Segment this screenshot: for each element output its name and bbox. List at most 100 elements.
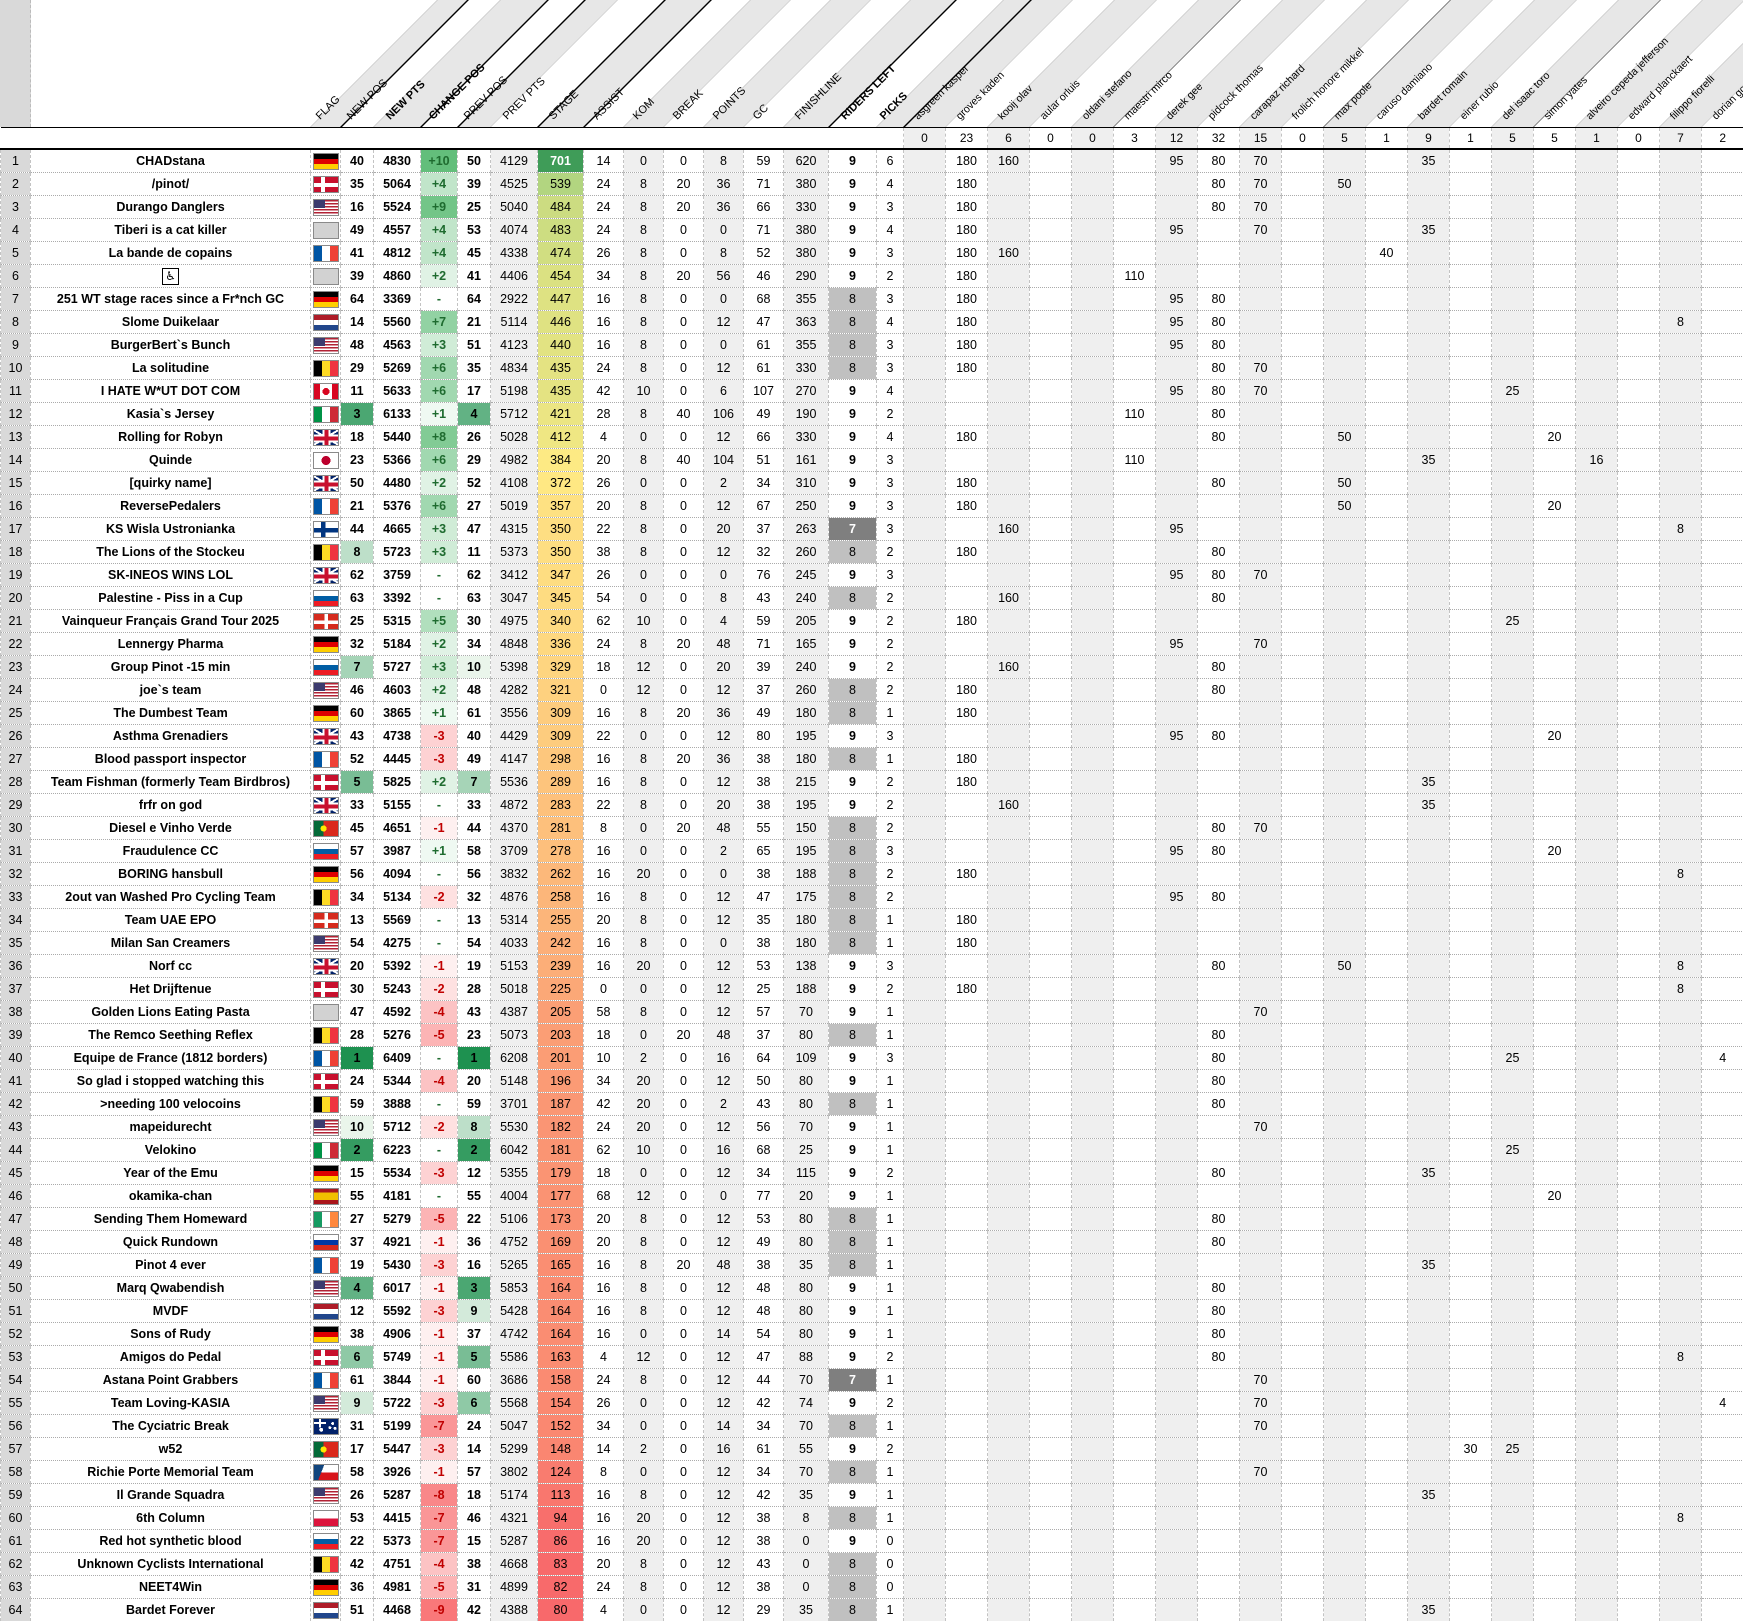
rider-points-fiorelli[interactable] [1659,793,1702,817]
rider-points-asgreen[interactable] [903,517,946,541]
rider-points-aular[interactable] [1029,494,1072,518]
rider-points-gee[interactable] [1155,816,1198,840]
flag-cell[interactable] [310,1322,341,1346]
rider-points-kooij[interactable] [987,632,1030,656]
rider-points-maestri[interactable] [1113,1184,1156,1208]
kom-pts[interactable]: 8 [623,241,664,265]
rider-points-caruso[interactable] [1365,1000,1408,1024]
rider-points-godon[interactable] [1701,448,1743,472]
rider-points-aular[interactable] [1029,1092,1072,1116]
rider-points-fiorelli[interactable] [1659,747,1702,771]
break-pts[interactable]: 0 [663,609,704,633]
rider-points-pidcock[interactable] [1197,1115,1240,1139]
break-pts[interactable]: 0 [663,1414,704,1438]
rider-points-carapaz[interactable] [1239,402,1282,426]
rider-points-poole[interactable] [1323,609,1366,633]
break-pts[interactable]: 0 [663,310,704,334]
rider-points-oldani[interactable] [1071,1023,1114,1047]
rider-points-deltoro[interactable] [1491,1529,1534,1553]
rider-points-groves[interactable] [945,1069,988,1093]
new-pts[interactable]: 5723 [373,540,421,564]
row-number[interactable]: 35 [0,931,31,955]
picks[interactable]: 3 [876,839,904,863]
rider-points-kooij[interactable] [987,1483,1030,1507]
prev-pts[interactable]: 3047 [490,586,538,610]
rider-points-rubio[interactable] [1449,1483,1492,1507]
rider-points-poole[interactable] [1323,1414,1366,1438]
gc-pts[interactable]: 35 [743,908,784,932]
change-pos[interactable]: -1 [420,1230,458,1254]
pts-pts[interactable]: 12 [703,425,744,449]
prev-pts[interactable]: 5153 [490,954,538,978]
rider-points-oldani[interactable] [1071,1276,1114,1300]
pts-pts[interactable]: 12 [703,724,744,748]
break-pts[interactable]: 0 [663,1138,704,1162]
kom-pts[interactable]: 8 [623,218,664,242]
rider-points-yates[interactable] [1533,609,1576,633]
break-pts[interactable]: 20 [663,195,704,219]
rider-points-cepeda[interactable] [1575,1506,1618,1530]
pts-pts[interactable]: 12 [703,1506,744,1530]
rider-points-carapaz[interactable] [1239,1092,1282,1116]
new-pts[interactable]: 5569 [373,908,421,932]
team-name[interactable]: Astana Point Grabbers [30,1368,311,1392]
new-pts[interactable]: 5712 [373,1115,421,1139]
new-pos[interactable]: 6 [340,1345,374,1369]
rider-points-asgreen[interactable] [903,931,946,955]
row-number[interactable]: 53 [0,1345,31,1369]
gc-pts[interactable]: 38 [743,931,784,955]
rider-points-groves[interactable] [945,1230,988,1254]
new-pts[interactable]: 6133 [373,402,421,426]
assist-pts[interactable]: 24 [583,195,624,219]
new-pts[interactable]: 4906 [373,1322,421,1346]
picks[interactable]: 2 [876,678,904,702]
gc-pts[interactable]: 47 [743,310,784,334]
rider-count-groves[interactable]: 23 [945,127,988,150]
rider-points-aular[interactable] [1029,172,1072,196]
prev-pts[interactable]: 5299 [490,1437,538,1461]
rider-points-asgreen[interactable] [903,1000,946,1024]
rider-points-oldani[interactable] [1071,1092,1114,1116]
riders-left[interactable]: 8 [828,1598,877,1621]
rider-points-kooij[interactable] [987,1184,1030,1208]
change-pos[interactable]: - [420,931,458,955]
flag-cell[interactable] [310,1253,341,1277]
gc-pts[interactable]: 61 [743,333,784,357]
fin-pts[interactable]: 35 [783,1598,829,1621]
rider-points-godon[interactable] [1701,1437,1743,1461]
rider-count-caruso[interactable]: 1 [1365,127,1408,150]
rider-points-rubio[interactable] [1449,1598,1492,1621]
rider-points-planckaert[interactable] [1617,356,1660,380]
rider-points-oldani[interactable] [1071,448,1114,472]
rider-points-aular[interactable] [1029,149,1072,173]
rider-points-kooij[interactable] [987,724,1030,748]
rider-points-carapaz[interactable]: 70 [1239,1000,1282,1024]
riders-left[interactable]: 9 [828,448,877,472]
rider-points-bardet[interactable]: 35 [1407,448,1450,472]
picks[interactable]: 2 [876,402,904,426]
rider-points-aular[interactable] [1029,287,1072,311]
rider-points-kooij[interactable] [987,425,1030,449]
rider-points-maestri[interactable] [1113,885,1156,909]
assist-pts[interactable]: 26 [583,241,624,265]
rider-points-aular[interactable] [1029,1552,1072,1576]
rider-points-carapaz[interactable]: 70 [1239,816,1282,840]
rider-points-pidcock[interactable]: 80 [1197,586,1240,610]
prev-pos[interactable]: 61 [457,701,491,725]
rider-points-yates[interactable] [1533,793,1576,817]
rider-points-godon[interactable] [1701,1460,1743,1484]
break-pts[interactable]: 0 [663,678,704,702]
stage-pts[interactable]: 82 [537,1575,584,1599]
fin-pts[interactable]: 190 [783,402,829,426]
rider-points-cepeda[interactable] [1575,356,1618,380]
flag-cell[interactable] [310,724,341,748]
rider-points-rubio[interactable] [1449,931,1492,955]
new-pos[interactable]: 54 [340,931,374,955]
rider-count-maestri[interactable]: 3 [1113,127,1156,150]
team-name[interactable]: okamika-chan [30,1184,311,1208]
picks[interactable]: 1 [876,1069,904,1093]
new-pos[interactable]: 32 [340,632,374,656]
change-pos[interactable]: +2 [420,264,458,288]
rider-points-rubio[interactable] [1449,1529,1492,1553]
new-pts[interactable]: 5315 [373,609,421,633]
